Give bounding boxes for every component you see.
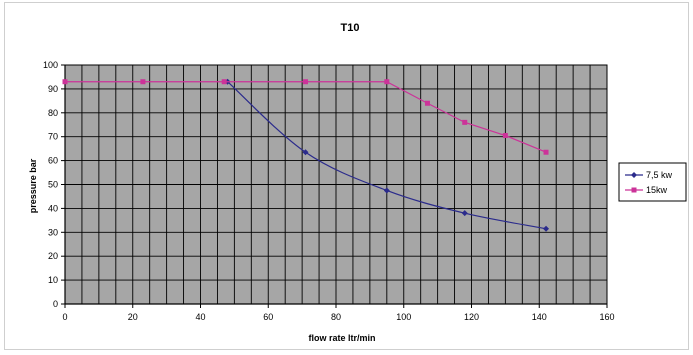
chart-frame: T10 0 20 40 60 80 100 120 140 160 0 10 20 30 40 50 60 70…: [4, 2, 689, 350]
x-tick-label: 140: [532, 312, 547, 322]
data-point-15kw: [221, 79, 227, 85]
x-tick-label: 0: [62, 312, 67, 322]
y-tick-label: 30: [48, 227, 58, 237]
series-15kw: [62, 79, 549, 155]
x-tick-label: 60: [263, 312, 273, 322]
legend-marker-7-5-kw: [631, 172, 637, 178]
x-axis-title: flow rate ltr/min: [308, 333, 375, 343]
series-layer: [62, 78, 550, 232]
legend-box: [618, 162, 687, 202]
data-point-7-5-kw: [461, 210, 468, 217]
y-tick-label: 10: [48, 275, 58, 285]
y-tick-label: 80: [48, 108, 58, 118]
series-7-5-kw: [224, 78, 550, 232]
data-point-7-5-kw: [383, 187, 390, 194]
tick-labels: 0 20 40 60 80 100 120 140 160 0 10 20 30 40 50 60 70 80 90…: [43, 60, 615, 322]
x-tick-label: 100: [396, 312, 411, 322]
y-tick-label: 20: [48, 251, 58, 261]
data-point-7-5-kw: [302, 149, 309, 156]
x-tick-label: 40: [195, 312, 205, 322]
y-tick-label: 40: [48, 203, 58, 213]
x-tick-label: 80: [331, 312, 341, 322]
y-tick-label: 0: [53, 299, 58, 309]
data-point-15kw: [424, 100, 430, 106]
data-point-15kw: [140, 79, 146, 85]
y-tick-label: 70: [48, 132, 58, 142]
data-point-15kw: [303, 79, 309, 85]
data-point-15kw: [462, 119, 468, 125]
y-tick-label: 90: [48, 84, 58, 94]
axes: [61, 64, 608, 308]
grid-lines: [64, 64, 608, 305]
data-point-15kw: [62, 79, 68, 85]
legend: 7,5 kw 15kw: [618, 162, 687, 202]
y-tick-label: 100: [43, 60, 58, 70]
legend-label-7-5-kw: 7,5 kw: [646, 170, 673, 180]
data-point-7-5-kw: [543, 225, 550, 232]
x-tick-label: 120: [464, 312, 479, 322]
data-point-15kw: [502, 133, 508, 139]
y-tick-label: 50: [48, 180, 58, 190]
x-tick-label: 160: [599, 312, 614, 322]
data-point-15kw: [543, 149, 549, 155]
legend-label-15kw: 15kw: [646, 185, 668, 195]
y-axis-title: pressure bar: [28, 158, 38, 213]
chart-title: T10: [341, 22, 360, 34]
x-tick-label: 20: [128, 312, 138, 322]
chart-svg: T10 0 20 40 60 80 100 120 140 160 0 10 20 30 40 50 60 70…: [28, 22, 687, 343]
legend-marker-15kw: [631, 187, 637, 193]
data-point-15kw: [384, 79, 390, 85]
y-tick-label: 60: [48, 156, 58, 166]
